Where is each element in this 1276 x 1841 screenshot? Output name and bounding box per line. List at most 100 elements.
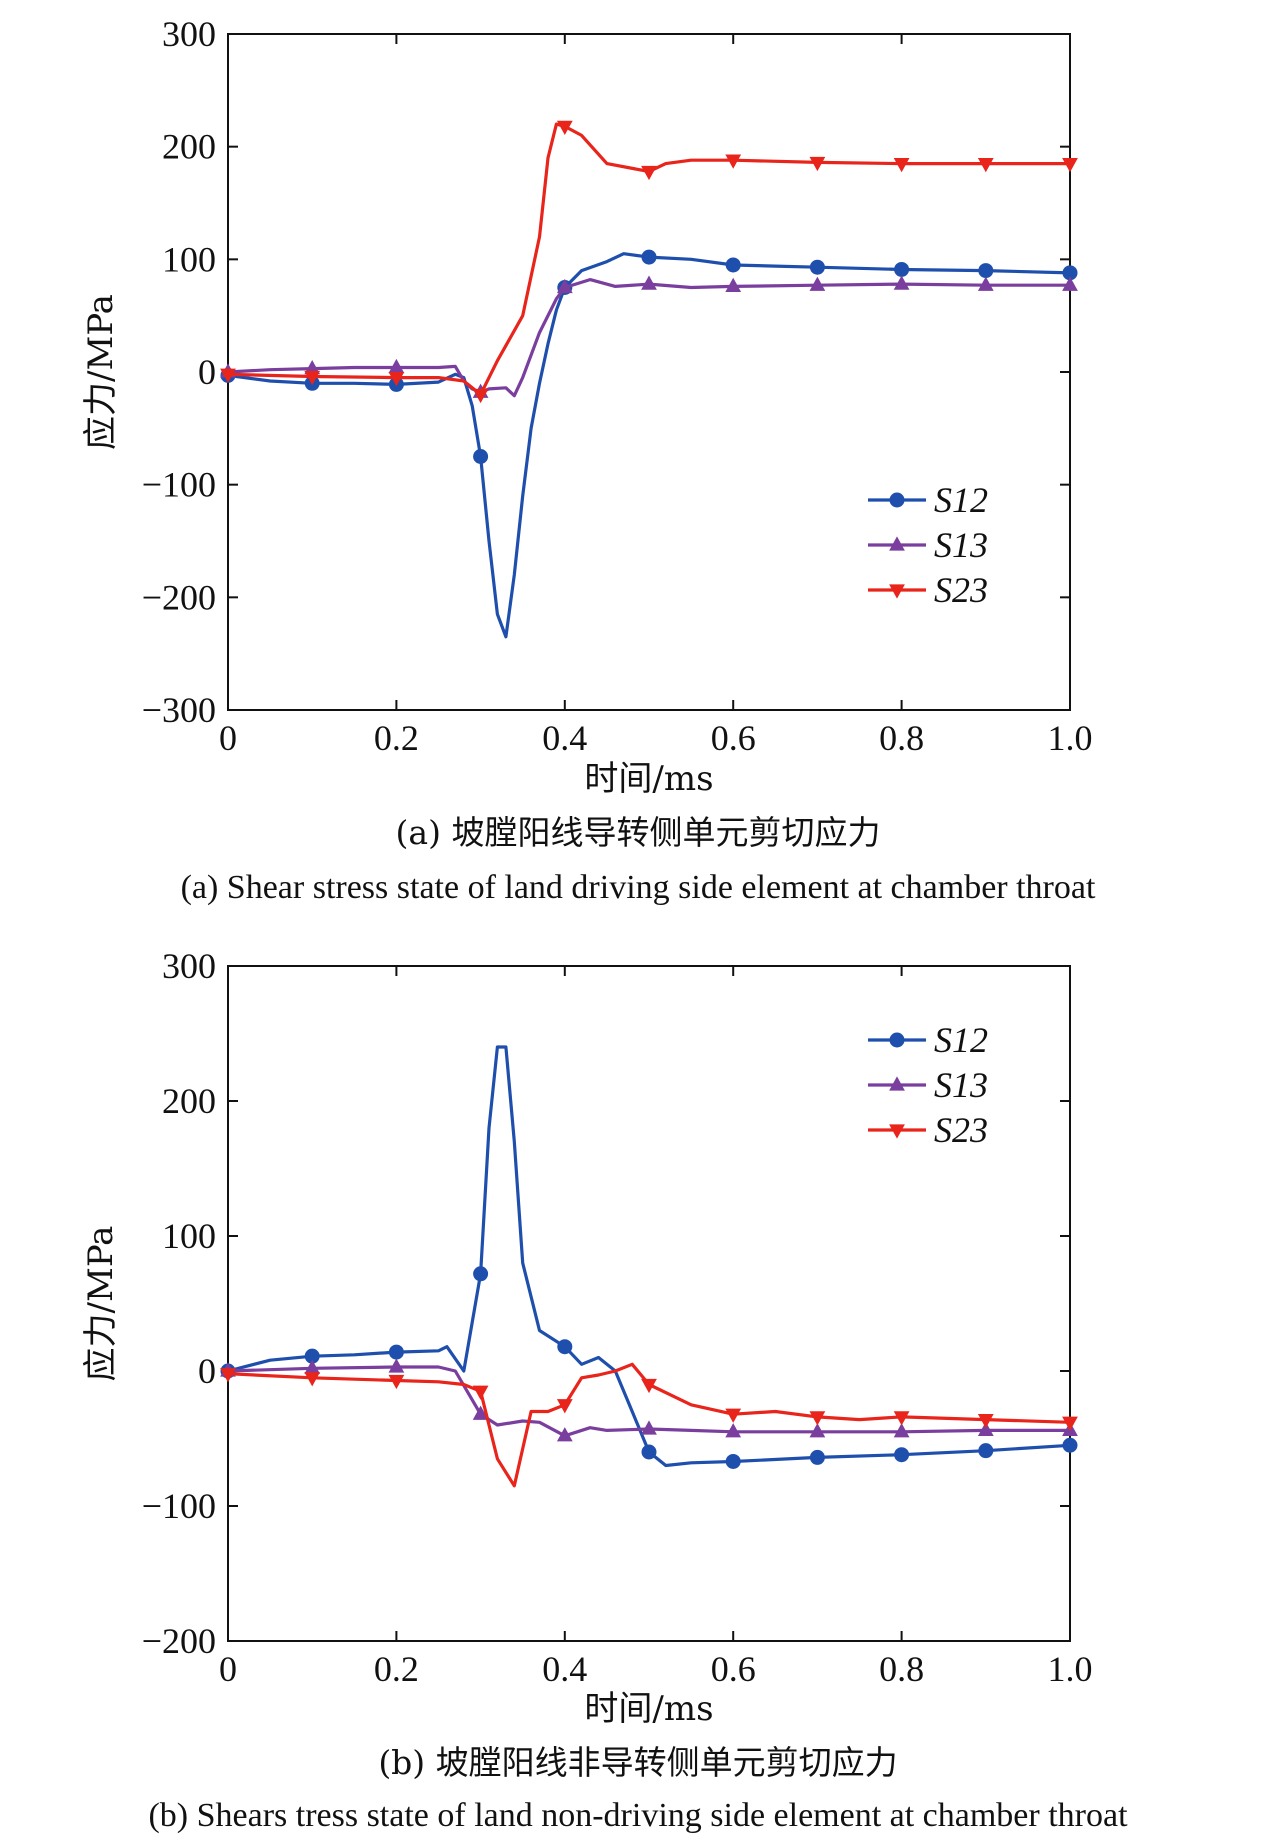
data-point-s23	[893, 1411, 910, 1426]
x-tick-label: 0.4	[542, 718, 587, 758]
series-line-s13	[227, 278, 1070, 398]
data-point-s12	[809, 259, 825, 275]
legend-label: S23	[934, 570, 988, 610]
data-point-s12	[641, 1444, 657, 1460]
data-point-s12	[809, 1449, 825, 1465]
data-point-s13	[556, 278, 573, 294]
data-point-s12	[894, 261, 910, 277]
data-point-s13	[641, 275, 657, 290]
data-point-s12	[473, 449, 489, 464]
data-point-s13	[388, 1358, 405, 1373]
data-point-s12	[1062, 265, 1078, 281]
data-point-s13	[472, 1405, 489, 1420]
y-tick-label: −200	[142, 1621, 216, 1661]
data-point-s12	[1062, 1437, 1078, 1453]
data-point-s23	[472, 388, 489, 404]
x-tick-label: 0	[219, 1649, 237, 1689]
data-point-s12	[978, 1443, 994, 1459]
data-point-s12	[725, 1453, 741, 1469]
legend: S12 S13 S23	[868, 480, 988, 610]
data-point-s13	[1062, 276, 1078, 291]
x-axis-label: 时间/ms	[584, 1689, 713, 1729]
data-point-s23	[893, 157, 910, 173]
legend: S12 S13 S23	[868, 1020, 988, 1150]
data-point-s23	[388, 1374, 405, 1390]
y-axis-label: 应力/MPa	[81, 294, 121, 450]
caption-english: (b) Shears tress state of land non-drivi…	[148, 1797, 1128, 1834]
legend-marker	[889, 1124, 905, 1139]
y-tick-label: 0	[198, 352, 216, 392]
y-axis-label: 应力/MPa	[81, 1226, 121, 1382]
data-point-s13	[893, 275, 910, 290]
legend-label: S13	[934, 1065, 988, 1105]
data-point-s23	[809, 156, 826, 172]
data-point-s12	[388, 1344, 404, 1360]
data-point-s13	[304, 1359, 321, 1374]
series-s13	[220, 1358, 1078, 1442]
y-tick-label: 100	[162, 239, 216, 279]
data-point-s23	[388, 372, 405, 387]
legend-label: S23	[934, 1110, 988, 1150]
x-tick-label: 1.0	[1048, 1649, 1093, 1689]
series-line-s23	[227, 1362, 1071, 1488]
data-point-s12	[641, 249, 657, 265]
legend-marker	[889, 536, 905, 551]
y-tick-label: 200	[162, 127, 216, 167]
data-point-s23	[977, 157, 994, 173]
x-tick-label: 0.6	[711, 718, 756, 758]
x-tick-label: 0.8	[879, 1649, 924, 1689]
data-point-s23	[472, 1385, 489, 1400]
data-point-s13	[388, 358, 405, 374]
data-point-s12	[304, 1348, 320, 1364]
data-point-s12	[725, 257, 741, 273]
x-tick-label: 0	[219, 718, 237, 758]
data-point-s12	[894, 1447, 910, 1463]
data-point-s23	[725, 154, 742, 169]
y-tick-label: −200	[142, 577, 216, 617]
x-tick-label: 0.2	[374, 718, 419, 758]
caption-chinese: (b) 坡膛阳线非导转侧单元剪切应力	[378, 1743, 897, 1782]
y-tick-label: 200	[162, 1081, 216, 1121]
series-s23	[220, 120, 1078, 404]
data-point-s23	[641, 1378, 657, 1394]
data-point-s23	[1062, 1416, 1078, 1431]
legend-label: S12	[934, 480, 988, 520]
y-tick-label: 300	[162, 946, 216, 986]
y-tick-label: −100	[142, 1486, 216, 1526]
y-tick-label: 300	[162, 14, 216, 54]
data-point-s13	[809, 276, 826, 291]
data-point-s23	[977, 1413, 994, 1429]
series-s13	[220, 275, 1078, 398]
data-point-s12	[473, 1266, 489, 1282]
data-point-s13	[556, 1427, 573, 1442]
y-tick-label: −300	[142, 690, 216, 730]
x-tick-label: 1.0	[1048, 718, 1093, 758]
data-point-s23	[220, 1368, 236, 1383]
series-line-s12	[227, 1045, 1071, 1468]
x-tick-label: 0.6	[711, 1649, 756, 1689]
data-point-s23	[556, 1399, 573, 1414]
series-s23	[220, 1362, 1078, 1488]
x-axis-label: 时间/ms	[584, 759, 713, 799]
data-point-s23	[556, 120, 573, 136]
legend-label: S13	[934, 525, 988, 565]
data-point-s13	[725, 277, 742, 292]
caption-english: (a) Shear stress state of land driving s…	[181, 869, 1096, 906]
data-point-s23	[304, 1372, 321, 1387]
x-tick-label: 0.8	[879, 718, 924, 758]
data-point-s23	[1062, 157, 1078, 173]
y-tick-label: 100	[162, 1216, 216, 1256]
y-tick-label: 0	[198, 1351, 216, 1391]
caption-chinese: (a) 坡膛阳线导转侧单元剪切应力	[396, 813, 881, 852]
data-point-s13	[725, 1423, 742, 1438]
legend-marker	[889, 1076, 905, 1091]
data-point-s13	[977, 276, 994, 291]
data-point-s13	[641, 1420, 657, 1435]
data-point-s12	[978, 263, 994, 279]
data-point-s12	[557, 1339, 573, 1355]
data-point-s13	[809, 1423, 826, 1438]
data-point-s23	[641, 165, 657, 181]
legend-marker	[889, 584, 905, 599]
